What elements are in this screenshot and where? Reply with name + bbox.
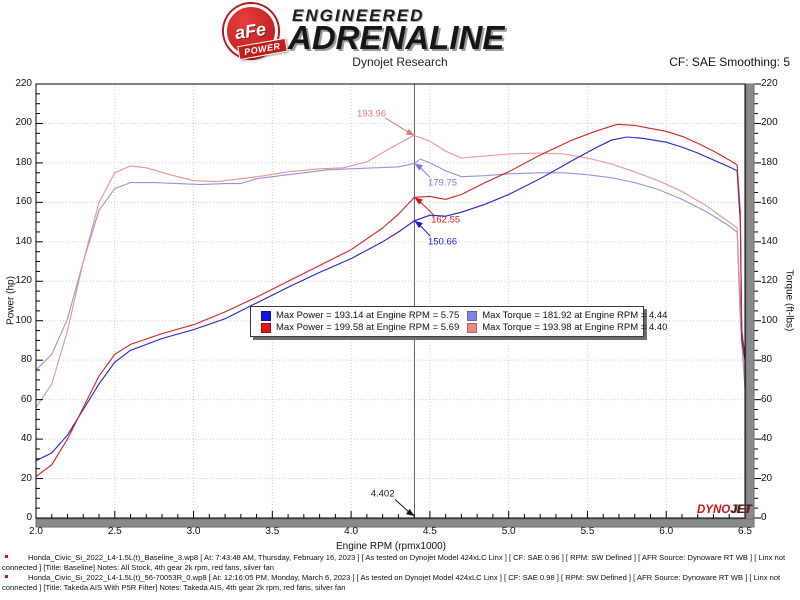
y-tick-label-right: 120 bbox=[761, 275, 778, 287]
takeda-ais-power-curve bbox=[35, 123, 746, 478]
plot-border bbox=[35, 83, 746, 519]
x-tick-label: 2.0 bbox=[29, 526, 43, 537]
logo-tagline-top: ENGINEERED bbox=[292, 6, 425, 25]
run-bullet-icon bbox=[5, 575, 8, 578]
annotation-arrowhead-icon bbox=[414, 197, 423, 205]
page-title: Dynojet Research bbox=[352, 55, 448, 69]
annotation-arrow-line bbox=[394, 499, 410, 514]
annotation-value: 4.402 bbox=[370, 488, 395, 500]
y-tick-label-left: 160 bbox=[15, 196, 32, 208]
legend-text: Max Torque = 193.98 at Engine RPM = 4.40 bbox=[482, 322, 668, 333]
y-tick-label-left: 120 bbox=[15, 275, 32, 287]
logo-tagline-main: ADRENALINE bbox=[288, 19, 505, 56]
v-scrollbar[interactable] bbox=[745, 83, 755, 520]
y-tick-label-right: 80 bbox=[761, 354, 773, 366]
legend-text: Max Power = 193.14 at Engine RPM = 5.75 bbox=[276, 310, 460, 321]
max-values-legend: Max Power = 193.14 at Engine RPM = 5.75 … bbox=[250, 306, 667, 337]
y-tick-label-left: 180 bbox=[15, 156, 32, 168]
legend-swatch-blue-icon bbox=[261, 310, 271, 321]
x-tick-label: 3.5 bbox=[265, 526, 280, 537]
annotation-value: 150.66 bbox=[427, 236, 458, 248]
x-axis-title: Engine RPM (rpmx1000) bbox=[335, 541, 447, 552]
legend-item: Max Power = 193.14 at Engine RPM = 5.75 bbox=[253, 310, 459, 321]
annotation-arrow-line bbox=[419, 166, 431, 178]
annotation-arrow-line bbox=[418, 200, 434, 216]
legend-item: Max Power = 199.58 at Engine RPM = 5.69 bbox=[253, 322, 459, 333]
legend-text: Max Torque = 181.92 at Engine RPM = 4.44 bbox=[482, 310, 668, 321]
x-tick-label: 2.5 bbox=[107, 526, 122, 537]
y-tick-label-right: 20 bbox=[761, 472, 773, 484]
dynojet-watermark-part1: DYNO bbox=[697, 504, 731, 516]
y-tick-label-left: 40 bbox=[20, 433, 32, 445]
annotation-arrowhead-icon bbox=[414, 220, 423, 229]
y-tick-label-right: 200 bbox=[761, 117, 778, 129]
y-tick-label-left: 220 bbox=[15, 78, 32, 89]
x-tick-label: 4.0 bbox=[344, 526, 359, 537]
y-tick-label-right: 220 bbox=[761, 78, 778, 89]
run-info-line: Honda_Civic_Si_2022_L4-1.5L(t)_56-70053R… bbox=[0, 573, 798, 592]
legend-swatch-red-icon bbox=[261, 322, 271, 333]
x-tick-label: 5.5 bbox=[580, 526, 595, 537]
run-info-line: Honda_Civic_Si_2022_L4-1.5L(t)_Baseline_… bbox=[0, 553, 798, 572]
right-axis-title: Torque (ft-lbs) bbox=[783, 269, 795, 332]
h-scrollbar[interactable] bbox=[35, 518, 755, 528]
y-tick-label-left: 80 bbox=[20, 354, 32, 366]
y-tick-label-left: 100 bbox=[15, 314, 32, 326]
y-tick-label-right: 0 bbox=[761, 512, 767, 523]
smoothing-label: CF: SAE Smoothing: 5 bbox=[669, 55, 790, 69]
takeda-ais-torque-curve bbox=[35, 134, 746, 408]
annotation-value: 162.55 bbox=[431, 214, 461, 226]
left-axis-title: Power (hp) bbox=[5, 276, 17, 325]
annotation-arrow-line bbox=[418, 224, 431, 237]
y-tick-label-left: 200 bbox=[15, 117, 32, 129]
annotation-arrow-line bbox=[384, 117, 410, 134]
y-tick-label-right: 60 bbox=[761, 393, 773, 405]
run-info-text: Honda_Civic_Si_2022_L4-1.5L(t)_56-70053R… bbox=[2, 573, 781, 592]
y-tick-label-right: 180 bbox=[761, 156, 778, 168]
annotation-arrowhead-icon bbox=[414, 163, 423, 171]
x-tick-label: 6.5 bbox=[738, 526, 752, 537]
y-tick-label-left: 20 bbox=[20, 472, 32, 484]
run-bullet-icon bbox=[5, 555, 8, 558]
dynojet-watermark-part2: JET bbox=[730, 504, 752, 516]
x-tick-label: 4.5 bbox=[422, 526, 437, 537]
run-info-footer: Honda_Civic_Si_2022_L4-1.5L(t)_Baseline_… bbox=[0, 553, 798, 593]
legend-item: Max Torque = 193.98 at Engine RPM = 4.40 bbox=[459, 322, 667, 333]
x-tick-label: 5.0 bbox=[501, 526, 516, 537]
annotation-arrowhead-icon bbox=[405, 128, 415, 136]
baseline-torque-curve bbox=[35, 158, 746, 390]
y-tick-label-right: 100 bbox=[761, 314, 778, 326]
y-tick-label-left: 0 bbox=[26, 512, 32, 523]
legend-swatch-lightred-icon bbox=[467, 322, 478, 333]
y-tick-label-right: 40 bbox=[761, 433, 773, 445]
y-tick-label-right: 140 bbox=[761, 235, 778, 247]
legend-swatch-lightblue-icon bbox=[467, 310, 478, 321]
y-tick-label-left: 140 bbox=[15, 235, 32, 247]
annotation-value: 193.96 bbox=[357, 108, 387, 120]
legend-item: Max Torque = 181.92 at Engine RPM = 4.44 bbox=[459, 310, 667, 321]
run-info-text: Honda_Civic_Si_2022_L4-1.5L(t)_Baseline_… bbox=[2, 553, 786, 572]
y-tick-label-right: 160 bbox=[761, 196, 778, 208]
dynojet-watermark: DYNOJET bbox=[697, 504, 751, 516]
annotation-value: 179.75 bbox=[427, 177, 458, 189]
x-tick-label: 3.0 bbox=[186, 526, 201, 537]
y-tick-label-left: 60 bbox=[20, 393, 32, 405]
x-tick-label: 6.0 bbox=[659, 526, 674, 537]
baseline-power-curve bbox=[35, 136, 746, 462]
legend-text: Max Power = 199.58 at Engine RPM = 5.69 bbox=[276, 322, 460, 333]
annotation-arrowhead-icon bbox=[406, 508, 415, 517]
